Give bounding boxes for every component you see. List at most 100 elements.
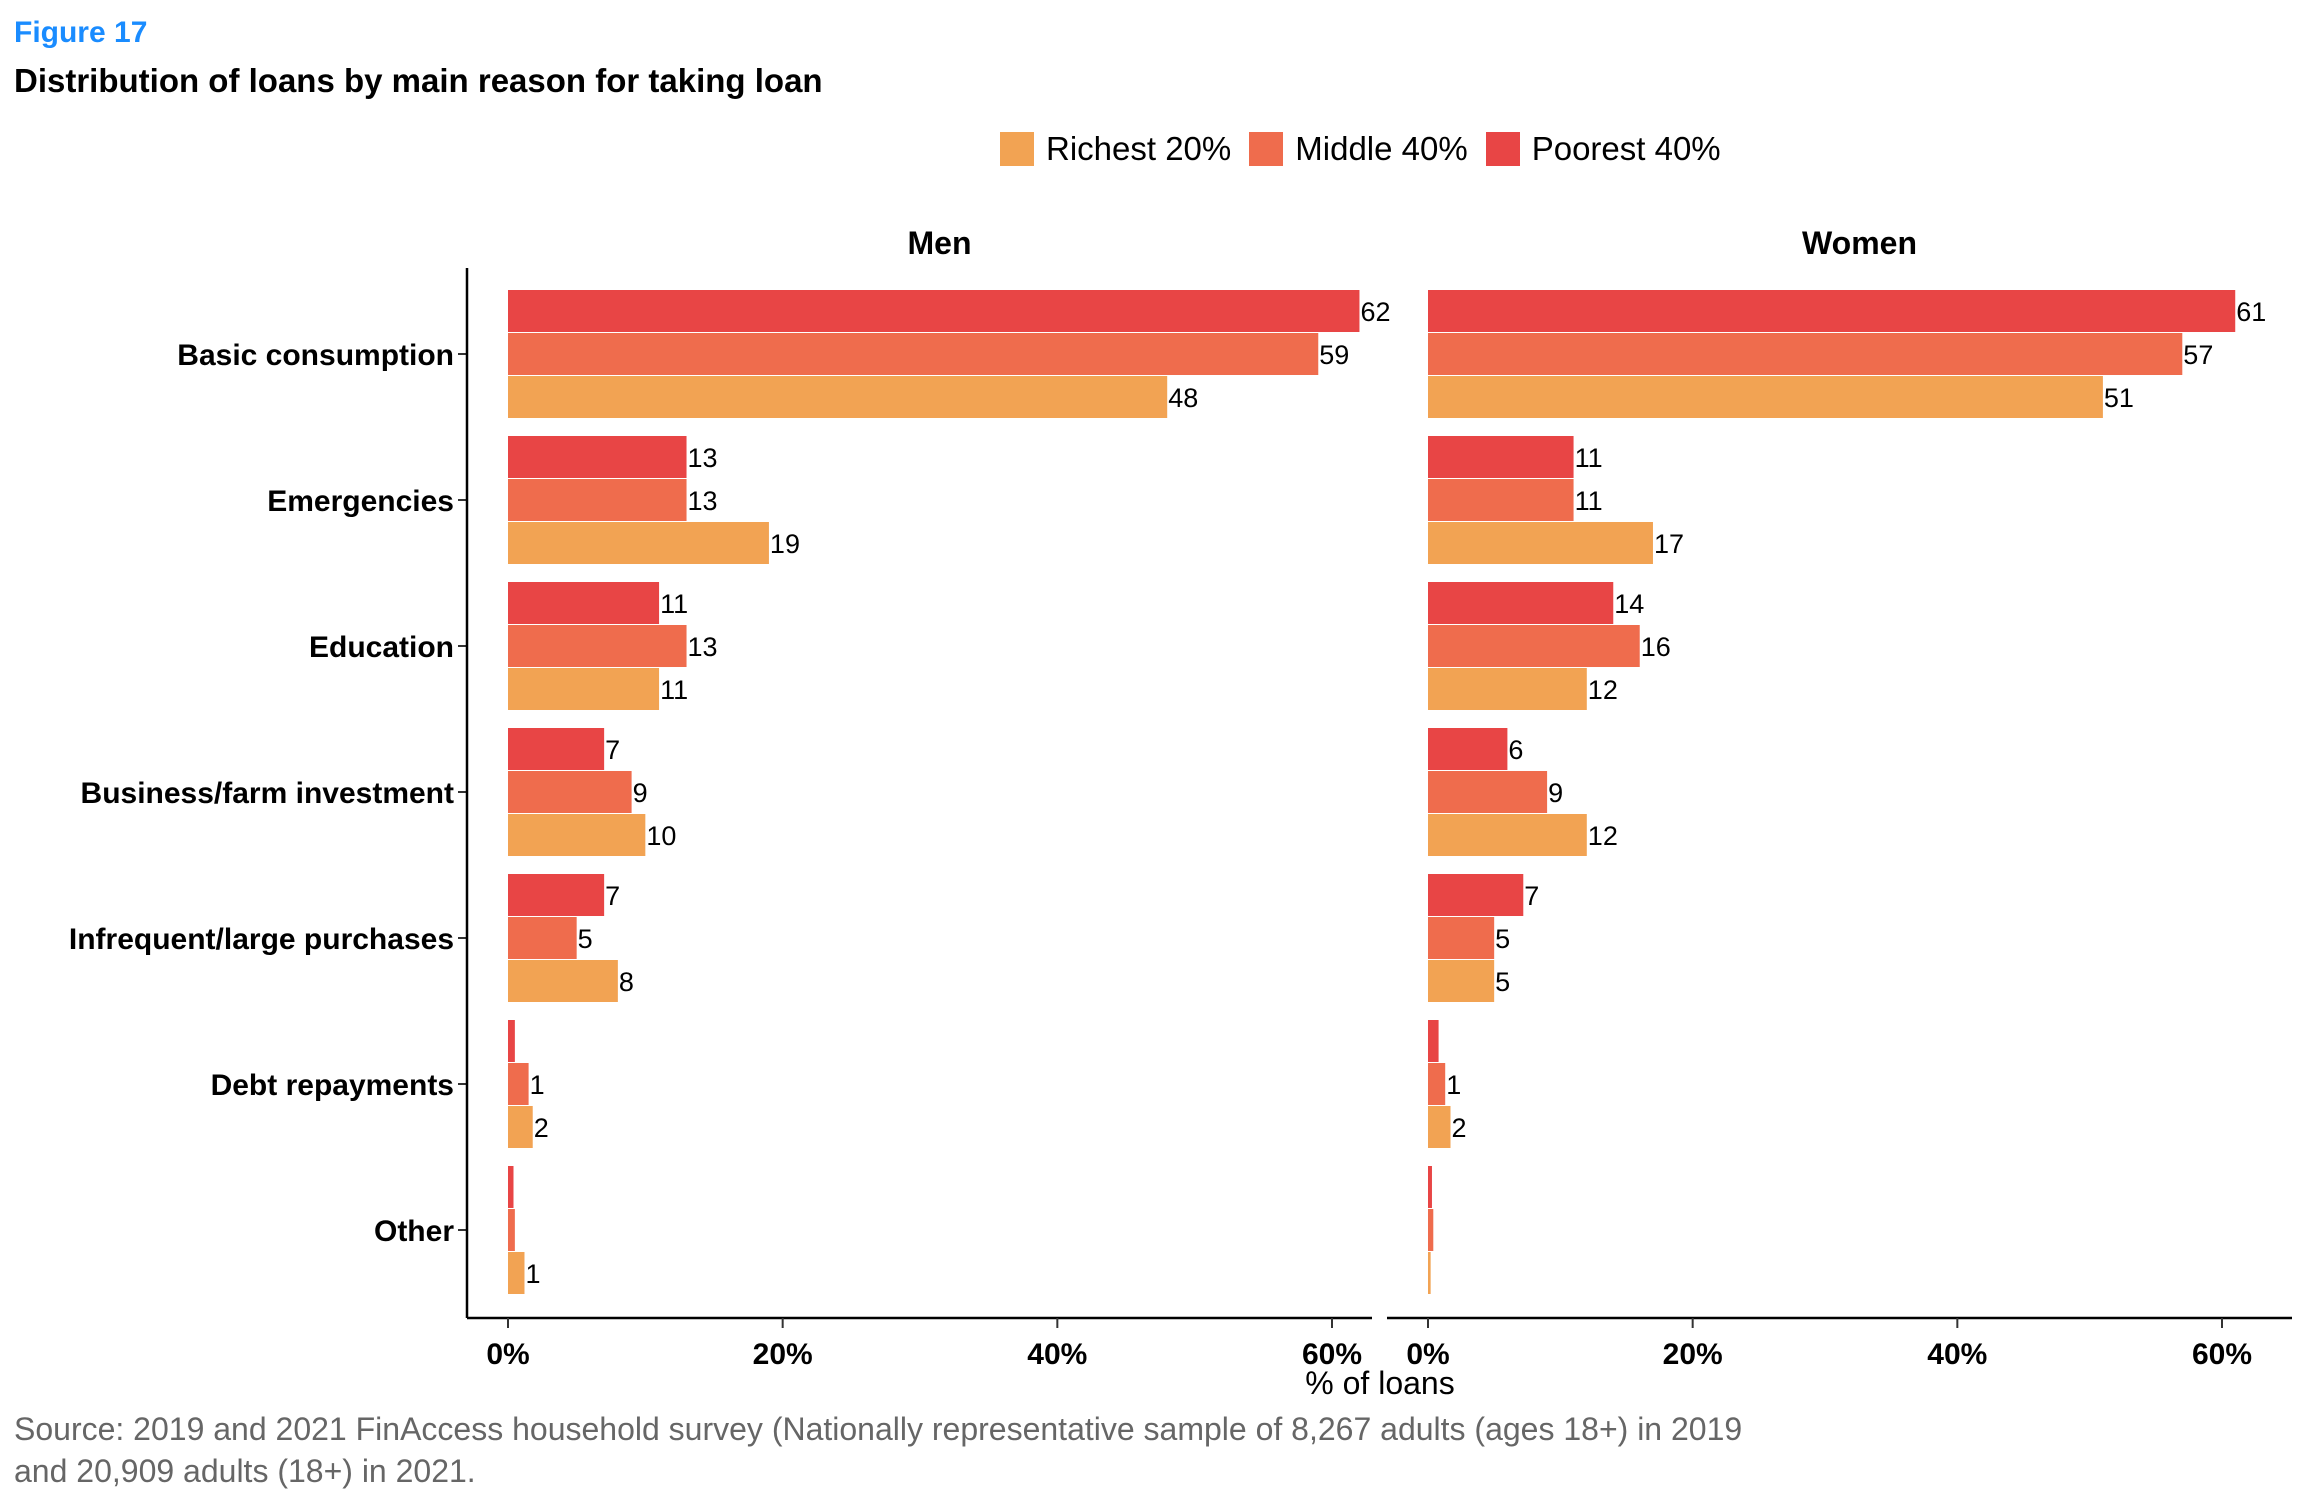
bar-men-debt-repayments-poorest-40 <box>508 1020 515 1062</box>
bar-men-emergencies-richest-20 <box>508 522 769 564</box>
x-tick-label-men-20: 20% <box>753 1338 813 1371</box>
bar-men-debt-repayments-richest-20 <box>508 1106 533 1148</box>
legend-swatch-richest <box>1000 132 1034 166</box>
x-tick-label-men-0: 0% <box>486 1338 529 1371</box>
bar-women-other-richest-20 <box>1428 1252 1431 1294</box>
data-label-men-infrequent-large-purchases-middle-40: 5 <box>578 924 593 954</box>
panel-title-men: Men <box>908 225 972 261</box>
legend-item-middle: Middle 40% <box>1249 130 1468 168</box>
data-label-men-business-farm-investment-middle-40: 9 <box>633 778 648 808</box>
bar-women-debt-repayments-richest-20 <box>1428 1106 1451 1148</box>
bar-chart: Basic consumption Emergencies Education Bus… <box>69 225 2292 1400</box>
bar-women-education-richest-20 <box>1428 668 1587 710</box>
data-label-women-basic-consumption-poorest-40: 61 <box>2236 297 2266 327</box>
bar-men-education-richest-20 <box>508 668 660 710</box>
data-label-men-business-farm-investment-poorest-40: 7 <box>605 735 620 765</box>
bar-women-emergencies-poorest-40 <box>1428 436 1574 478</box>
bar-women-education-middle-40 <box>1428 625 1640 667</box>
bar-women-infrequent-large-purchases-poorest-40 <box>1428 874 1524 916</box>
data-label-women-education-middle-40: 16 <box>1641 632 1671 662</box>
bar-men-infrequent-large-purchases-poorest-40 <box>508 874 605 916</box>
x-axis-title: % of loans <box>1305 1365 1454 1400</box>
bar-women-infrequent-large-purchases-richest-20 <box>1428 960 1495 1002</box>
figure-label: Figure 17 <box>14 16 148 49</box>
legend-label-richest: Richest 20% <box>1046 130 1232 167</box>
category-label-basic-consumption: Basic consumption <box>177 339 454 372</box>
bar-men-infrequent-large-purchases-richest-20 <box>508 960 618 1002</box>
bar-men-business-farm-investment-richest-20 <box>508 814 646 856</box>
data-label-women-infrequent-large-purchases-middle-40: 5 <box>1495 924 1510 954</box>
data-label-men-emergencies-middle-40: 13 <box>688 486 718 516</box>
bar-women-education-poorest-40 <box>1428 582 1614 624</box>
data-label-men-debt-repayments-richest-20: 2 <box>534 1113 549 1143</box>
bar-men-basic-consumption-richest-20 <box>508 376 1168 418</box>
x-tick-label-men-40: 40% <box>1027 1338 1087 1371</box>
category-label-other: Other <box>374 1215 454 1248</box>
x-tick-label-men-60: 60% <box>1302 1338 1362 1371</box>
data-label-men-basic-consumption-middle-40: 59 <box>1319 340 1349 370</box>
legend-label-middle: Middle 40% <box>1295 130 1468 167</box>
data-label-women-business-farm-investment-middle-40: 9 <box>1548 778 1563 808</box>
bar-women-emergencies-middle-40 <box>1428 479 1574 521</box>
bar-women-business-farm-investment-richest-20 <box>1428 814 1587 856</box>
bar-women-debt-repayments-poorest-40 <box>1428 1020 1439 1062</box>
x-tick-label-women-20: 20% <box>1663 1338 1723 1371</box>
bar-men-education-middle-40 <box>508 625 687 667</box>
x-tick-label-women-40: 40% <box>1927 1338 1987 1371</box>
data-label-women-education-richest-20: 12 <box>1588 675 1618 705</box>
category-label-infrequent-large-purchases: Infrequent/large purchases <box>69 923 454 956</box>
bar-men-emergencies-poorest-40 <box>508 436 687 478</box>
data-label-men-infrequent-large-purchases-poorest-40: 7 <box>605 881 620 911</box>
bar-women-business-farm-investment-poorest-40 <box>1428 728 1508 770</box>
bar-men-business-farm-investment-middle-40 <box>508 771 632 813</box>
data-label-men-basic-consumption-poorest-40: 62 <box>1360 297 1390 327</box>
source-note: Source: 2019 and 2021 FinAccess househol… <box>14 1408 2264 1492</box>
legend-item-richest: Richest 20% <box>1000 130 1231 168</box>
data-label-men-other-richest-20: 1 <box>525 1259 540 1289</box>
data-label-men-business-farm-investment-richest-20: 10 <box>646 821 676 851</box>
legend-swatch-middle <box>1249 132 1284 166</box>
chart-legend: Richest 20% Middle 40% Poorest 40% <box>1000 130 1739 168</box>
category-label-education: Education <box>309 631 454 664</box>
bar-men-other-richest-20 <box>508 1252 525 1294</box>
bar-women-emergencies-richest-20 <box>1428 522 1653 564</box>
figure-title: Distribution of loans by main reason for… <box>14 62 823 99</box>
bar-women-infrequent-large-purchases-middle-40 <box>1428 917 1495 959</box>
data-label-men-debt-repayments-middle-40: 1 <box>530 1070 545 1100</box>
data-label-women-business-farm-investment-richest-20: 12 <box>1588 821 1618 851</box>
data-label-men-education-middle-40: 13 <box>688 632 718 662</box>
data-label-women-debt-repayments-middle-40: 1 <box>1446 1070 1461 1100</box>
data-label-men-education-poorest-40: 11 <box>660 589 688 619</box>
data-label-men-basic-consumption-richest-20: 48 <box>1168 383 1198 413</box>
bar-men-debt-repayments-middle-40 <box>508 1063 529 1105</box>
data-label-women-infrequent-large-purchases-poorest-40: 7 <box>1524 881 1539 911</box>
bar-men-basic-consumption-middle-40 <box>508 333 1319 375</box>
data-label-women-education-poorest-40: 14 <box>1614 589 1644 619</box>
bar-women-basic-consumption-middle-40 <box>1428 333 2183 375</box>
source-line-1: Source: 2019 and 2021 FinAccess househol… <box>14 1411 1743 1447</box>
bar-women-basic-consumption-richest-20 <box>1428 376 2103 418</box>
bar-men-basic-consumption-poorest-40 <box>508 290 1360 332</box>
bar-women-business-farm-investment-middle-40 <box>1428 771 1548 813</box>
bar-men-emergencies-middle-40 <box>508 479 687 521</box>
data-label-men-emergencies-poorest-40: 13 <box>688 443 718 473</box>
data-label-men-emergencies-richest-20: 19 <box>770 529 800 559</box>
data-label-women-emergencies-poorest-40: 11 <box>1575 443 1603 473</box>
source-line-2: and 20,909 adults (18+) in 2021. <box>14 1453 476 1489</box>
data-label-women-business-farm-investment-poorest-40: 6 <box>1508 735 1523 765</box>
panel-title-women: Women <box>1802 225 1917 261</box>
bar-men-other-middle-40 <box>508 1209 515 1251</box>
bar-women-basic-consumption-poorest-40 <box>1428 290 2236 332</box>
x-tick-label-women-0: 0% <box>1406 1338 1449 1371</box>
data-label-women-infrequent-large-purchases-richest-20: 5 <box>1495 967 1510 997</box>
legend-swatch-poorest <box>1485 132 1520 166</box>
category-label-emergencies: Emergencies <box>267 485 454 518</box>
data-label-women-emergencies-richest-20: 17 <box>1654 529 1684 559</box>
legend-item-poorest: Poorest 40% <box>1485 130 1721 168</box>
data-label-women-basic-consumption-richest-20: 51 <box>2104 383 2134 413</box>
category-label-business-farm-investment: Business/farm investment <box>81 777 454 810</box>
bar-men-business-farm-investment-poorest-40 <box>508 728 605 770</box>
x-tick-label-women-60: 60% <box>2192 1338 2252 1371</box>
bar-women-other-poorest-40 <box>1428 1166 1432 1208</box>
bar-women-other-middle-40 <box>1428 1209 1434 1251</box>
